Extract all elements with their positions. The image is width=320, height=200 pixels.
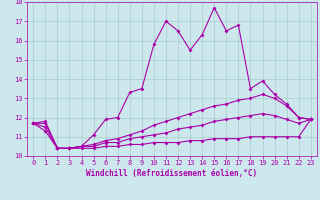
X-axis label: Windchill (Refroidissement éolien,°C): Windchill (Refroidissement éolien,°C) <box>86 169 258 178</box>
